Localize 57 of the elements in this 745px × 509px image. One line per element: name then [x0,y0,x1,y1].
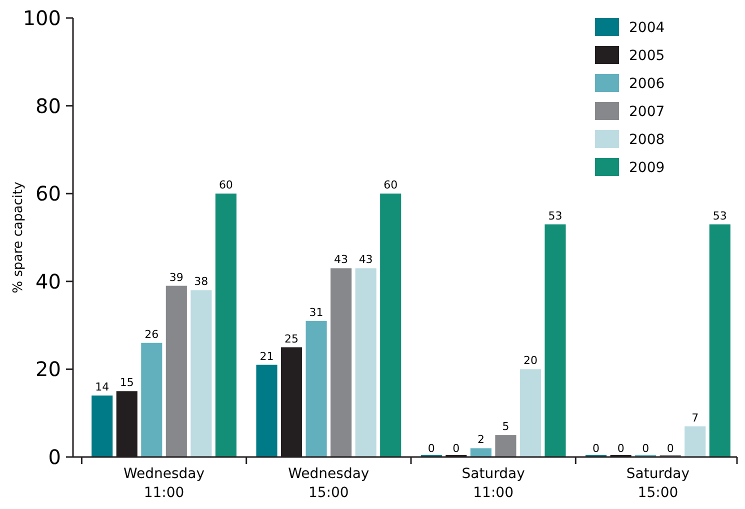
y-tick-label: 80 [36,94,61,118]
data-label: 60 [384,178,398,192]
data-label: 25 [284,332,299,346]
data-label: 2 [477,433,484,446]
data-label: 0 [428,442,435,455]
bar [520,369,541,457]
y-tick-label: 0 [48,445,61,469]
data-label: 31 [309,306,324,319]
bar [256,364,278,457]
legend-label: 2005 [629,48,665,64]
bar [141,342,162,457]
data-label: 53 [712,209,727,222]
bar [495,435,516,457]
data-label: 60 [218,178,233,192]
legend-label: 2008 [629,132,665,148]
data-label: 15 [120,376,134,390]
bar [380,194,402,457]
y-axis-title: % spare capacity [11,181,26,294]
x-tick-label: Saturday 15:00 [626,466,690,501]
y-tick-label: 60 [36,182,61,206]
data-label: 0 [617,442,624,455]
data-label: 43 [334,253,348,266]
data-label: 26 [144,328,159,341]
bar [470,448,492,457]
bar [166,286,187,457]
legend-label: 2009 [629,160,665,176]
bar [709,224,730,457]
bar [684,426,706,457]
x-tick-label: Wednesday 15:00 [288,466,370,501]
y-tick-label: 40 [36,269,61,294]
x-tick-label: Saturday 11:00 [462,466,525,501]
bar [355,268,376,457]
bar [215,194,236,457]
data-label: 5 [502,420,510,434]
bar [190,290,212,457]
x-tick-label: Wednesday 11:00 [124,466,205,501]
legend-label: 2004 [629,20,665,36]
bar [330,268,352,457]
bar [544,224,566,457]
data-label: 53 [548,209,562,222]
data-label: 39 [169,270,184,284]
data-label: 43 [358,253,373,266]
data-label: 0 [592,442,600,455]
data-label: 0 [452,442,460,455]
data-label: 7 [692,411,699,424]
bar [92,396,113,457]
legend-label: 2007 [629,104,665,120]
y-tick-label: 100 [22,6,61,30]
data-label: 0 [666,442,674,455]
data-label: 20 [523,354,538,368]
y-tick-label: 20 [36,357,61,382]
bar [306,320,327,457]
data-label: 21 [260,350,274,363]
data-label: 0 [642,442,650,455]
legend-label: 2006 [629,76,665,92]
data-label: 38 [194,275,208,288]
data-label: 14 [95,380,110,394]
